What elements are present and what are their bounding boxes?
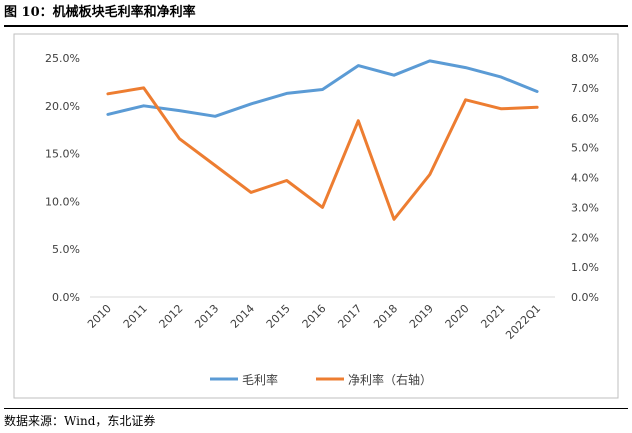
legend-item-net-margin-label: 净利率（右轴） [348, 372, 432, 387]
y-right-tick-label: 8.0% [571, 52, 599, 65]
title-rule [4, 25, 628, 27]
source-rule [4, 408, 628, 409]
y-right-tick-label: 6.0% [571, 112, 599, 125]
x-tick-label: 2022Q1 [503, 302, 543, 342]
x-tick-label: 2016 [300, 302, 329, 331]
x-tick-label: 2017 [335, 302, 364, 331]
y-right-tick-label: 5.0% [571, 142, 599, 155]
x-tick-label: 2019 [407, 302, 436, 331]
y-right-tick-label: 1.0% [571, 261, 599, 274]
y-left-tick-label: 5.0% [52, 243, 80, 256]
series-line-gross-margin [106, 59, 539, 118]
legend-item-gross-margin-label: 毛利率 [242, 372, 278, 387]
x-tick-label: 2020 [443, 302, 472, 331]
y-right-tick-label: 4.0% [571, 172, 599, 185]
y-right-tick-label: 3.0% [571, 201, 599, 214]
y-left-tick-label: 0.0% [52, 291, 80, 304]
x-tick-label: 2015 [264, 302, 293, 331]
y-right-tick-label: 2.0% [571, 231, 599, 244]
y-right-tick-label: 0.0% [571, 291, 599, 304]
x-tick-label: 2010 [85, 302, 114, 331]
chart-frame [13, 33, 619, 399]
y-left-tick-label: 10.0% [45, 195, 80, 208]
x-tick-label: 2012 [157, 302, 186, 331]
x-tick-label: 2014 [228, 302, 257, 331]
x-tick-label: 2021 [478, 302, 507, 331]
x-tick-label: 2011 [121, 302, 150, 331]
source-note: 数据来源：Wind，东北证券 [4, 414, 156, 428]
line-chart: 0.0% 5.0% 10.0% 15.0% 20.0% 25.0% 0.0% 1.0% 2.0%… [13, 33, 619, 399]
y-right-tick-label: 7.0% [571, 82, 599, 95]
x-tick-label: 2013 [192, 302, 221, 331]
y-left-tick-label: 20.0% [45, 100, 80, 113]
series-line-net-margin [106, 86, 539, 221]
figure-title: 图 10：机械板块毛利率和净利率 [4, 5, 196, 20]
y-left-tick-label: 25.0% [45, 52, 80, 65]
y-left-tick-label: 15.0% [45, 148, 80, 161]
x-tick-label: 2018 [371, 302, 400, 331]
